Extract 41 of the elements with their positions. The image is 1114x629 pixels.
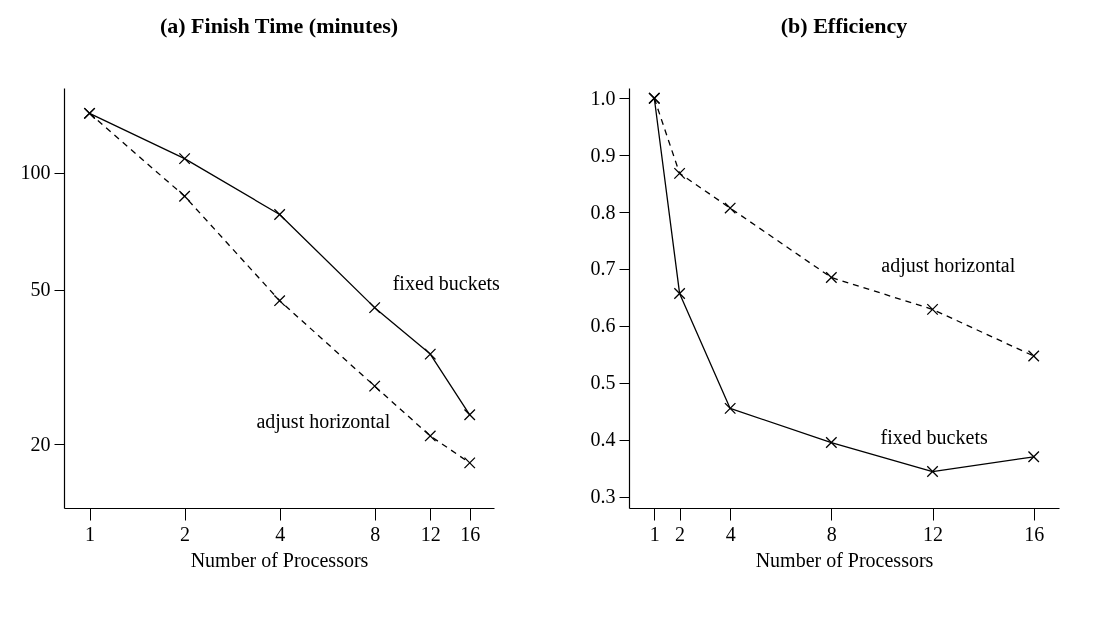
y-tick-label: 0.7 [590,257,616,280]
y-tick-label: 0.9 [590,143,616,166]
point [673,287,686,300]
y-tick-label: 50 [30,278,51,300]
point [825,436,838,449]
y-tick-label: 20 [30,432,51,455]
point [724,402,737,415]
chart-title: (a) Finish Time (minutes) [159,13,399,38]
x-tick-label: 4 [275,522,286,545]
point [1027,350,1040,362]
x-tick-label: 1 [649,522,660,545]
x-tick-label: 12 [923,522,944,545]
x-tick-label: 1 [85,522,96,545]
x-tick-label: 8 [370,522,381,545]
y-tick-label: 0.5 [590,371,616,394]
point [926,465,939,478]
y-tick-label: 0.8 [590,200,616,223]
point [926,303,939,316]
y-tick-label: 100 [20,161,51,184]
x-axis-title: Number of Processors [755,548,934,571]
x-tick-label: 2 [180,522,191,545]
x-tick-label: 16 [1024,522,1045,545]
x-tick-label: 16 [460,522,481,545]
point [724,202,737,214]
point [825,271,838,284]
point [673,167,686,180]
x-axis-title: Number of Processors [190,548,369,571]
series-label: adjust horizontal [881,253,1016,277]
x-tick-label: 4 [725,522,736,545]
series-label: adjust horizontal [256,409,391,433]
y-tick-label: 1.0 [590,86,616,109]
series-label: fixed buckets [880,425,988,448]
x-tick-label: 12 [420,522,441,545]
y-tick-label: 0.3 [590,485,616,508]
point [1027,450,1040,463]
x-tick-label: 8 [826,522,837,545]
series-label: fixed buckets [392,271,501,294]
x-tick-label: 2 [675,522,686,545]
y-tick-label: 0.6 [590,314,616,337]
y-tick-label: 0.4 [590,428,616,451]
chart-title: (b) Efficiency [780,13,908,38]
